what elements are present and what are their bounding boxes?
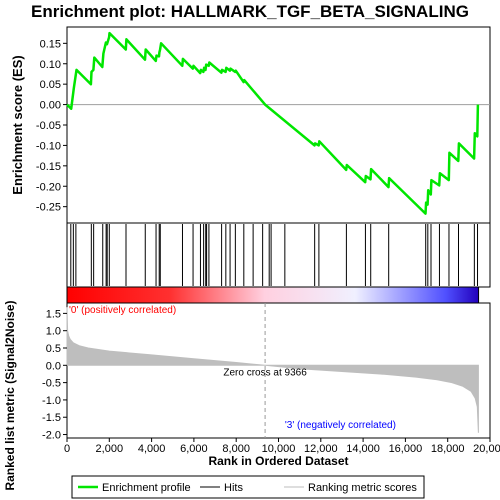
- es-profile: [66, 31, 480, 215]
- legend-items: Enrichment profile Hits Ranking metric sco…: [78, 482, 417, 494]
- metric-y-tick-label: 0.5: [46, 343, 61, 355]
- ranking-heatmap: [66, 286, 480, 304]
- metric-y-tick-label: -0.5: [42, 378, 61, 390]
- metric-y-ticks: -2.0 -1.5 -1.0 -0.5 0.0 0.5 1.0 1.5: [42, 308, 67, 442]
- x-tick-label: 6,000: [180, 443, 208, 455]
- es-panel: -0.25 -0.20 -0.15 -0.10 -0.05 0.00 0.05 0.10 0.1…: [10, 26, 491, 224]
- metric-y-tick-label: -1.0: [42, 395, 61, 407]
- es-y-tick-label: -0.20: [36, 181, 61, 193]
- es-y-axis-label: Enrichment score (ES): [10, 55, 25, 194]
- hits-frame: [66, 222, 491, 288]
- positive-correlation-label: '0' (positively correlated): [69, 305, 176, 316]
- es-plot-frame: [66, 26, 491, 224]
- x-tick-label: 14,000: [346, 443, 380, 455]
- legend: Enrichment profile Hits Ranking metric sco…: [71, 475, 425, 499]
- metric-y-tick-label: 1.0: [46, 326, 61, 338]
- x-tick-label: 4,000: [138, 443, 166, 455]
- es-y-tick-label: -0.10: [36, 140, 61, 152]
- es-profile-line: [66, 31, 480, 215]
- metric-area-fill: [66, 307, 479, 433]
- x-axis: 0 2,000 4,000 6,000 8,000 10,000 12,000 14,000 1…: [64, 438, 500, 468]
- es-y-tick-label: 0.05: [40, 79, 61, 91]
- metric-y-tick-label: -1.5: [42, 412, 61, 424]
- metric-y-tick-label: 1.5: [46, 308, 61, 320]
- x-tick-label: 2,000: [96, 443, 124, 455]
- x-tick-label: 18,000: [431, 443, 465, 455]
- x-ticks: 0 2,000 4,000 6,000 8,000 10,000 12,000 14,000 1…: [64, 438, 500, 455]
- x-tick-label: 16,000: [389, 443, 423, 455]
- zero-cross-label: Zero cross at 9366: [223, 367, 307, 378]
- x-tick-label: 8,000: [222, 443, 250, 455]
- hit-marks: [70, 224, 479, 286]
- es-y-tick-label: -0.05: [36, 120, 61, 132]
- heatmap-bar: [66, 286, 480, 304]
- metric-y-tick-label: 0.0: [46, 360, 61, 372]
- x-tick-label: 10,000: [262, 443, 296, 455]
- legend-label: Ranking metric scores: [308, 482, 417, 494]
- hits-panel: [66, 222, 491, 288]
- negative-correlation-label: '3' (negatively correlated): [285, 420, 396, 431]
- x-axis-label: Rank in Ordered Dataset: [208, 454, 348, 468]
- es-y-tick-label: -0.25: [36, 202, 61, 214]
- metric-y-axis-label: Ranked list metric (Signal2Noise): [3, 300, 17, 490]
- x-tick-label: 20,000: [473, 443, 500, 455]
- metric-area: [66, 307, 479, 433]
- metric-y-tick-label: -2.0: [42, 430, 61, 442]
- legend-label: Hits: [224, 482, 243, 494]
- x-tick-label: 12,000: [304, 443, 338, 455]
- es-y-tick-label: -0.15: [36, 161, 61, 173]
- es-y-tick-label: 0.00: [40, 100, 61, 112]
- legend-label: Enrichment profile: [102, 482, 191, 494]
- es-y-tick-label: 0.15: [40, 38, 61, 50]
- legend-box: [71, 475, 425, 499]
- es-y-ticks: -0.25 -0.20 -0.15 -0.10 -0.05 0.00 0.05 0.10 0.1…: [36, 38, 67, 214]
- es-y-tick-label: 0.10: [40, 59, 61, 71]
- x-tick-label: 0: [64, 443, 70, 455]
- chart-title: Enrichment plot: HALLMARK_TGF_BETA_SIGNA…: [31, 2, 469, 21]
